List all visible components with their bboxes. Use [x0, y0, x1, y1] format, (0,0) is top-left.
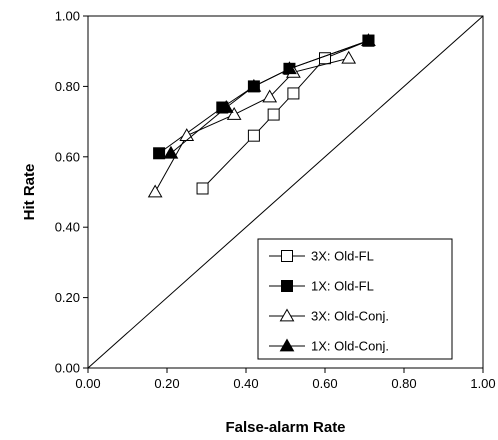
- legend-label: 1X: Old-FL: [311, 279, 374, 294]
- legend-marker: [281, 250, 293, 262]
- data-point: [262, 89, 278, 103]
- legend-entry: 3X: Old-FL: [269, 249, 374, 264]
- data-point: [247, 129, 260, 142]
- legend-marker: [279, 338, 295, 352]
- x-tick-label: 0.60: [312, 376, 337, 391]
- legend-marker: [279, 308, 295, 322]
- data-point: [361, 33, 376, 47]
- legend-entry: 3X: Old-Conj.: [269, 308, 389, 324]
- chance-diagonal: [87, 15, 484, 369]
- x-tick-label: 0.80: [391, 376, 416, 391]
- x-axis-ticks: 0.00 0.20 0.40 0.60 0.80 1.00: [75, 368, 496, 391]
- legend-entry: 1X: Old-Conj.: [269, 338, 389, 354]
- x-tick-label: 0.40: [233, 376, 258, 391]
- x-tick-label: 0.20: [154, 376, 179, 391]
- x-tick-label: 0.00: [75, 376, 100, 391]
- series-3: [147, 50, 357, 198]
- data-point: [147, 184, 163, 198]
- legend-label: 3X: Old-Conj.: [311, 309, 389, 324]
- data-point: [218, 100, 234, 113]
- data-point: [226, 107, 242, 120]
- series-line: [154, 57, 349, 193]
- plot-frame: [87, 15, 484, 369]
- y-tick-label: 0.40: [55, 220, 80, 235]
- series-4: [163, 33, 376, 159]
- series-layer: [147, 33, 376, 198]
- data-point: [163, 145, 179, 159]
- x-tick-label: 1.00: [470, 376, 495, 391]
- y-tick-label: 1.00: [55, 9, 80, 24]
- data-point: [196, 182, 209, 195]
- data-point: [153, 147, 166, 160]
- series-line: [202, 40, 369, 189]
- y-tick-label: 0.20: [55, 290, 80, 305]
- data-point: [267, 108, 280, 121]
- y-axis-title: Hit Rate: [21, 164, 38, 221]
- legend: 3X: Old-FL 1X: Old-FL 3X: Old-Conj. 1X: Old…: [257, 238, 453, 360]
- legend-entry: 1X: Old-FL: [269, 279, 374, 294]
- data-point: [341, 50, 357, 64]
- x-axis-title: False-alarm Rate: [225, 419, 345, 436]
- y-axis-ticks: 0.00 0.20 0.40 0.60 0.80 1.00: [55, 9, 88, 376]
- y-tick-label: 0.00: [55, 361, 80, 376]
- data-point: [287, 87, 300, 100]
- y-tick-label: 0.60: [55, 149, 80, 164]
- legend-marker: [281, 280, 293, 292]
- y-tick-label: 0.80: [55, 79, 80, 94]
- data-point: [246, 78, 262, 92]
- legend-label: 3X: Old-FL: [311, 249, 374, 264]
- data-point: [282, 61, 297, 75]
- legend-label: 1X: Old-Conj.: [311, 339, 389, 354]
- data-point: [179, 128, 195, 142]
